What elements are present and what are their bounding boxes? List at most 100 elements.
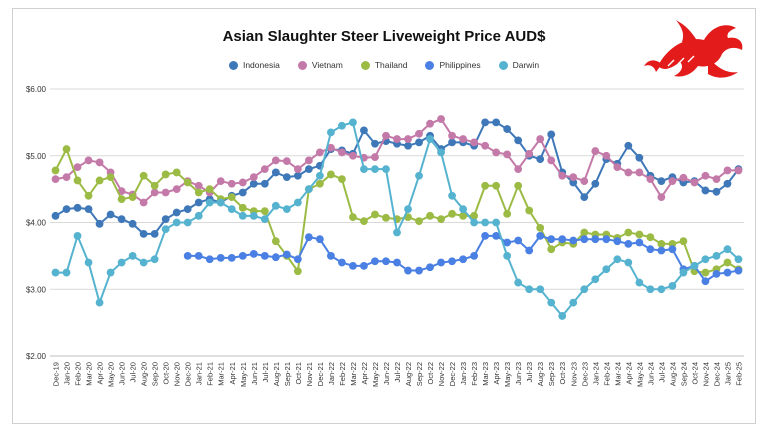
data-point-darwin bbox=[624, 258, 633, 267]
data-point-philippines bbox=[382, 257, 390, 266]
data-point-darwin bbox=[492, 218, 501, 227]
data-point-philippines bbox=[547, 235, 556, 244]
x-tick-label: Jan-22 bbox=[327, 362, 336, 385]
x-tick-label: Mar-22 bbox=[349, 362, 358, 386]
legend-marker bbox=[228, 60, 238, 70]
x-tick-label: Mar-23 bbox=[481, 362, 490, 386]
data-point-darwin bbox=[282, 205, 291, 214]
data-point-philippines bbox=[503, 238, 512, 247]
data-point-darwin bbox=[679, 268, 688, 277]
data-point-philippines bbox=[437, 258, 445, 267]
data-point-vietnam bbox=[668, 177, 677, 186]
data-point-philippines bbox=[481, 231, 490, 240]
data-point-thailand bbox=[260, 207, 269, 216]
x-tick-label: Jul-23 bbox=[525, 362, 534, 382]
data-point-thailand bbox=[128, 193, 137, 202]
data-point-darwin bbox=[404, 205, 412, 214]
data-point-vietnam bbox=[327, 143, 335, 152]
data-point-thailand bbox=[117, 195, 126, 204]
x-tick-label: Aug-24 bbox=[668, 362, 677, 386]
series-line-vietnam bbox=[55, 117, 739, 204]
data-point-thailand bbox=[139, 171, 148, 180]
data-point-thailand bbox=[172, 168, 181, 177]
x-tick-label: Aug-21 bbox=[272, 362, 281, 386]
x-tick-label: Apr-22 bbox=[360, 362, 369, 385]
x-tick-label: Aug-22 bbox=[404, 362, 413, 386]
chart-title: Asian Slaughter Steer Liveweight Price A… bbox=[222, 28, 546, 45]
data-point-darwin bbox=[393, 228, 401, 237]
data-point-vietnam bbox=[293, 165, 302, 174]
data-point-vietnam bbox=[602, 151, 611, 160]
data-point-vietnam bbox=[349, 151, 357, 160]
data-point-vietnam bbox=[62, 173, 71, 182]
data-point-vietnam bbox=[525, 149, 534, 158]
data-point-thailand bbox=[668, 239, 677, 248]
data-point-vietnam bbox=[227, 179, 236, 188]
data-point-thailand bbox=[227, 193, 236, 202]
data-point-indonesia bbox=[183, 205, 192, 214]
data-point-indonesia bbox=[657, 177, 666, 186]
y-tick-label: $4.00 bbox=[26, 219, 47, 228]
data-point-vietnam bbox=[338, 148, 346, 157]
data-point-indonesia bbox=[95, 219, 104, 228]
x-tick-label: Jun-22 bbox=[382, 362, 391, 385]
legend-label: Indonesia bbox=[242, 60, 280, 70]
data-point-darwin bbox=[382, 165, 390, 174]
data-point-philippines bbox=[404, 266, 412, 275]
x-tick-label: Feb-21 bbox=[206, 362, 215, 386]
dragon-logo bbox=[644, 20, 743, 78]
data-point-vietnam bbox=[646, 175, 655, 184]
x-tick-label: Oct-22 bbox=[426, 362, 435, 385]
data-point-philippines bbox=[613, 237, 622, 246]
data-point-vietnam bbox=[84, 156, 93, 165]
data-point-indonesia bbox=[73, 203, 82, 212]
data-point-thailand bbox=[161, 170, 170, 179]
data-point-vietnam bbox=[73, 163, 82, 171]
data-point-thailand bbox=[315, 179, 324, 188]
x-tick-label: Sep-21 bbox=[283, 362, 292, 386]
x-tick-label: Jan-20 bbox=[63, 362, 72, 385]
data-point-philippines bbox=[470, 251, 479, 260]
data-point-darwin bbox=[249, 211, 258, 220]
x-tick-label: Nov-20 bbox=[173, 362, 182, 386]
data-point-philippines bbox=[712, 269, 721, 278]
data-point-darwin bbox=[734, 255, 743, 264]
data-point-philippines bbox=[701, 277, 710, 286]
data-point-darwin bbox=[558, 312, 567, 320]
x-tick-label: Oct-24 bbox=[690, 362, 699, 385]
data-point-vietnam bbox=[194, 181, 203, 190]
x-tick-label: Aug-23 bbox=[536, 362, 545, 386]
data-point-vietnam bbox=[437, 115, 445, 123]
data-point-indonesia bbox=[569, 178, 578, 187]
series-line-thailand bbox=[54, 146, 740, 274]
data-point-vietnam bbox=[260, 165, 269, 174]
data-point-thailand bbox=[646, 233, 655, 242]
x-tick-label: Nov-21 bbox=[305, 362, 314, 386]
x-tick-label: May-23 bbox=[503, 362, 512, 387]
data-point-indonesia bbox=[712, 187, 721, 196]
data-point-vietnam bbox=[679, 173, 688, 182]
data-point-darwin bbox=[569, 298, 578, 307]
data-point-vietnam bbox=[613, 163, 622, 171]
data-point-philippines bbox=[360, 261, 368, 270]
data-point-darwin bbox=[690, 261, 699, 270]
x-tick-label: Oct-23 bbox=[558, 362, 567, 385]
x-tick-label: Jan-24 bbox=[591, 362, 600, 385]
data-point-thailand bbox=[679, 237, 688, 246]
data-point-philippines bbox=[260, 251, 269, 260]
data-point-thailand bbox=[293, 267, 302, 276]
x-tick-label: May-21 bbox=[239, 362, 248, 387]
data-point-darwin bbox=[293, 198, 302, 207]
data-point-darwin bbox=[437, 148, 445, 157]
data-point-darwin bbox=[227, 205, 236, 214]
data-point-thailand bbox=[327, 170, 335, 179]
data-point-thailand bbox=[701, 268, 710, 277]
x-tick-label: Dec-22 bbox=[448, 362, 457, 386]
data-point-darwin bbox=[503, 251, 512, 260]
data-point-darwin bbox=[459, 205, 467, 214]
data-point-indonesia bbox=[51, 211, 60, 220]
x-tick-label: Mar-21 bbox=[217, 362, 226, 386]
data-point-vietnam bbox=[712, 175, 721, 184]
data-point-darwin bbox=[536, 285, 545, 294]
